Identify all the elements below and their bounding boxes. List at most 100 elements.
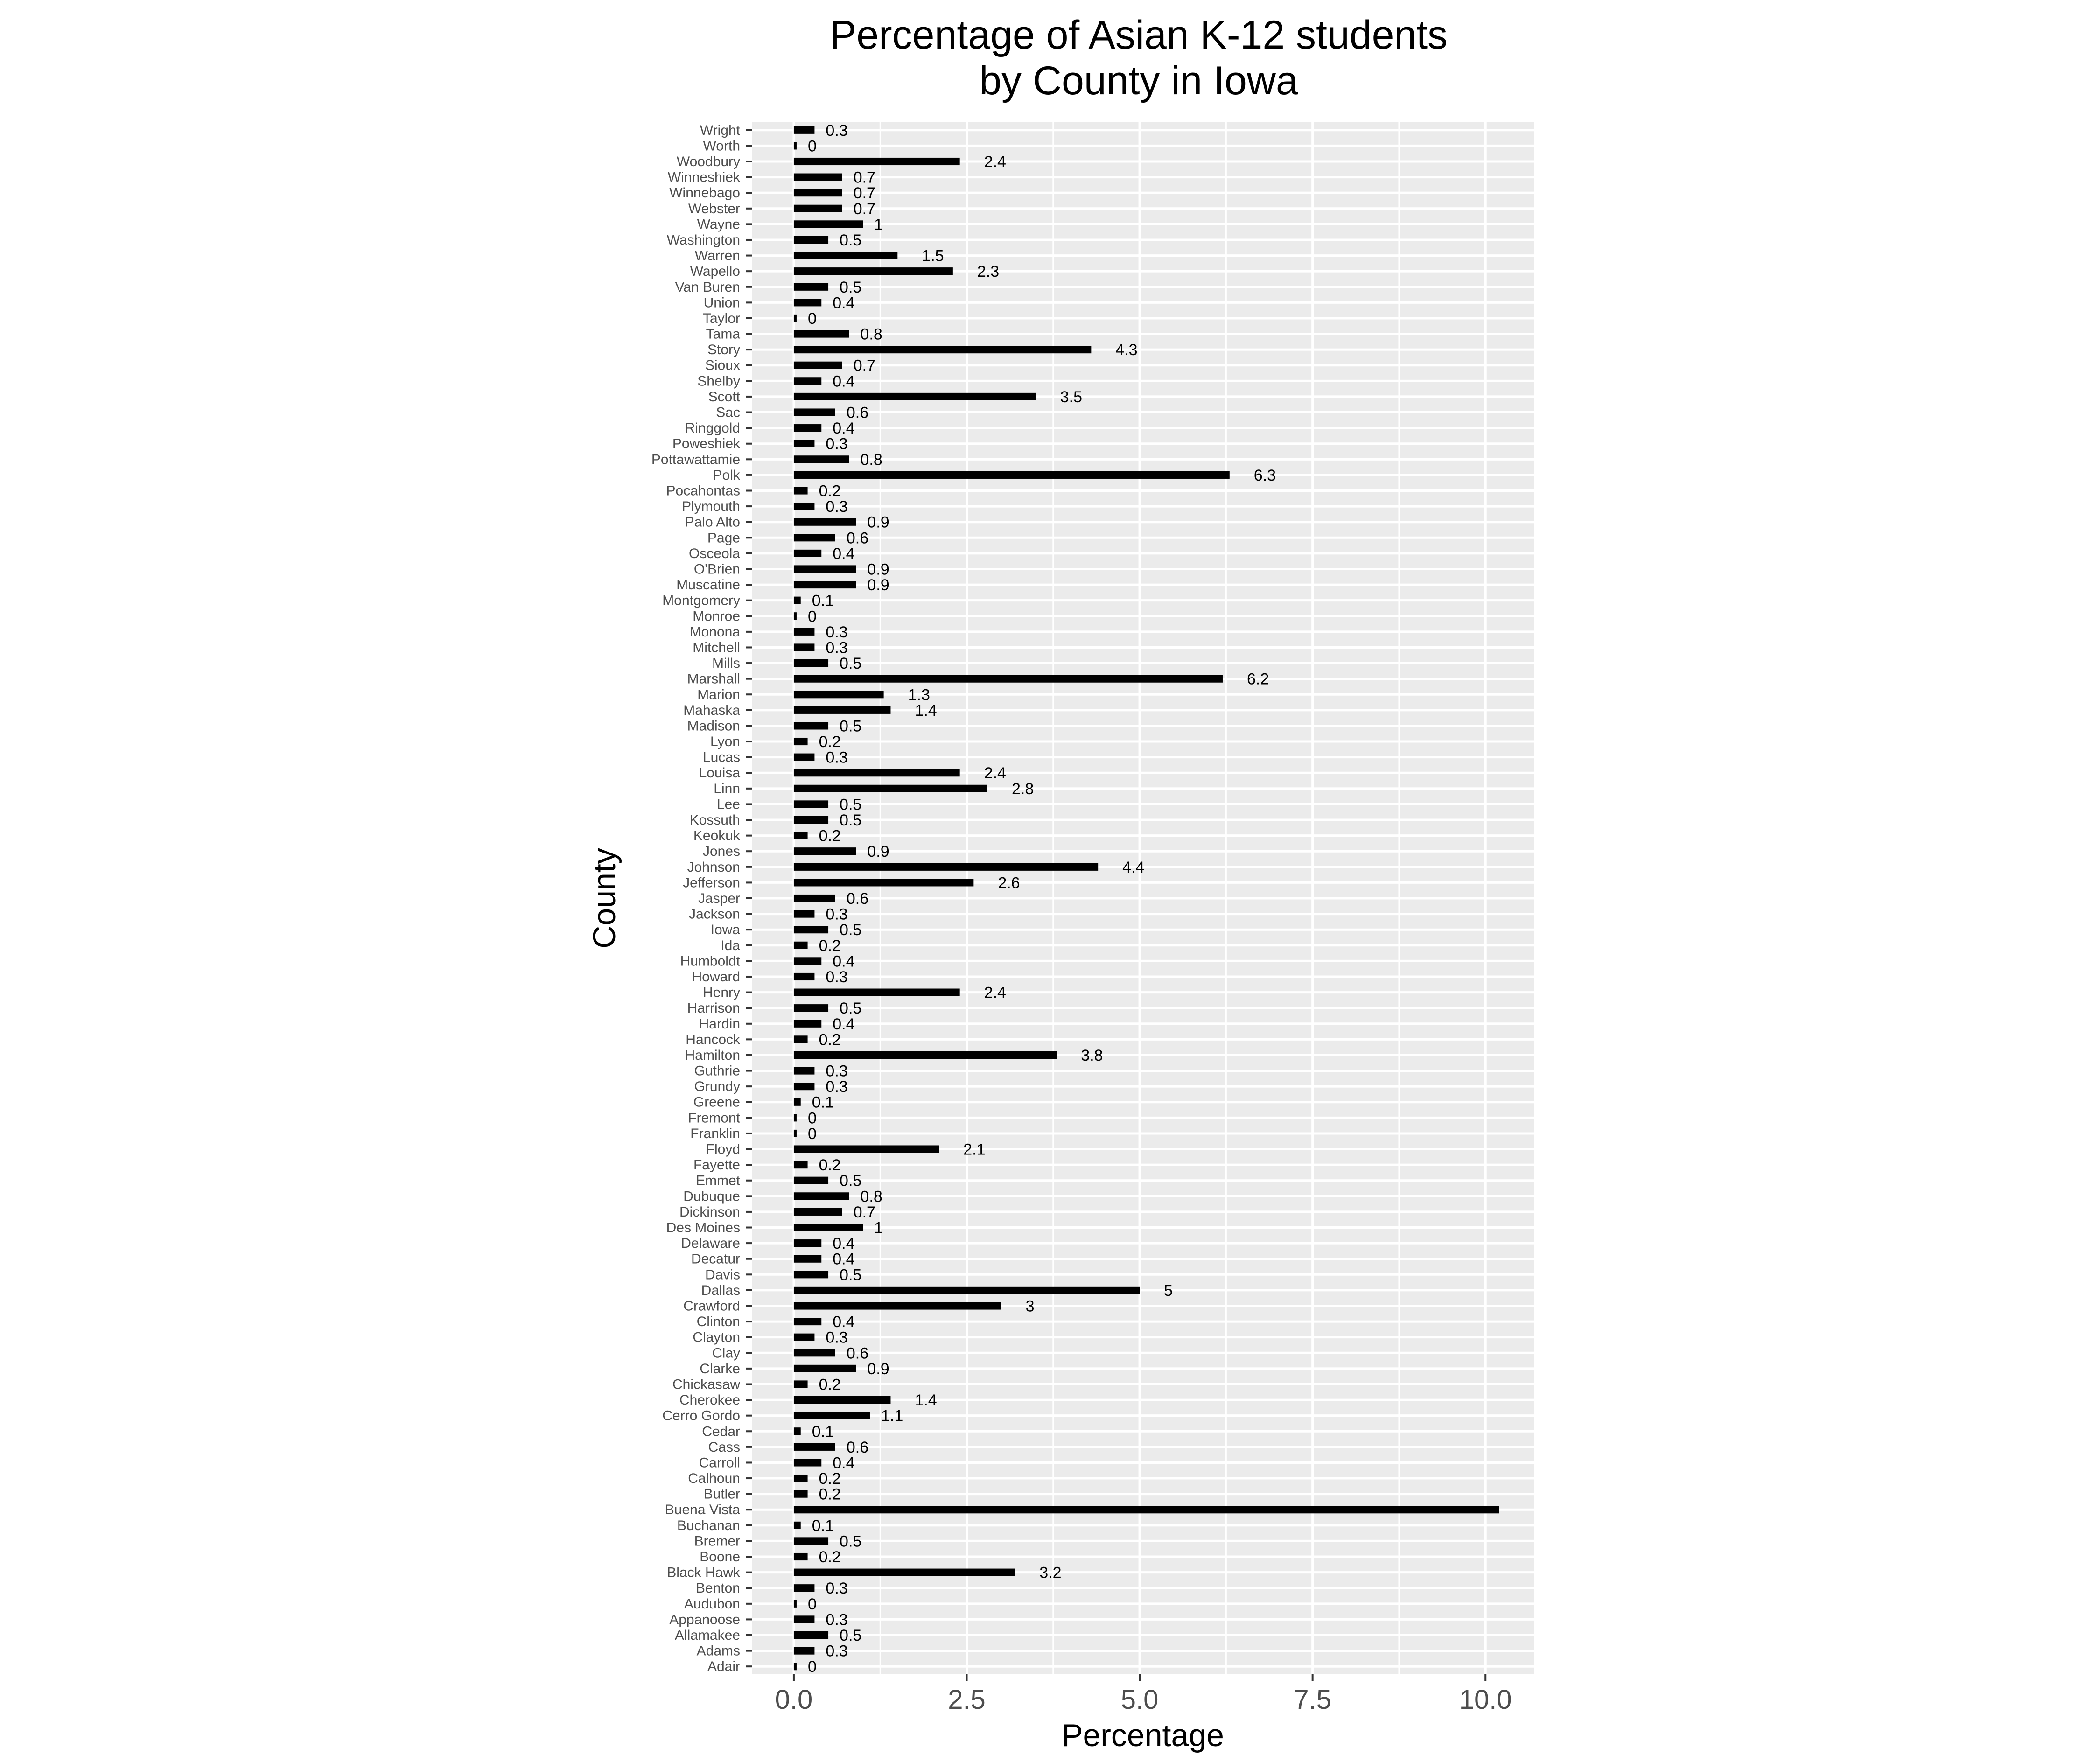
data-label: 0.9	[867, 576, 889, 594]
y-tick-label: Harrison	[687, 1000, 740, 1016]
data-label: 5	[1164, 1282, 1173, 1300]
data-label: 0.2	[819, 482, 841, 500]
y-tick-label: Monroe	[693, 608, 740, 624]
y-tick-label: Webster	[688, 201, 740, 217]
data-label: 0	[808, 310, 817, 328]
bar	[793, 722, 829, 730]
bar	[793, 518, 856, 526]
chart-title-line-1: Percentage of Asian K-12 students	[830, 13, 1448, 57]
bar	[793, 1192, 849, 1200]
bar	[793, 863, 1099, 871]
bar	[793, 706, 891, 714]
y-tick-label: Sioux	[705, 358, 740, 373]
data-label: 0	[808, 137, 817, 155]
bar	[793, 534, 835, 542]
bar	[793, 879, 974, 887]
y-tick-label: Humboldt	[680, 953, 741, 969]
y-tick-label: Calhoun	[688, 1471, 740, 1486]
x-axis: 0.0 2.5 5.0 7.5 10.0	[775, 1674, 1512, 1715]
bar	[793, 252, 898, 259]
y-tick-label: Keokuk	[693, 828, 741, 844]
data-label: 0.3	[826, 1611, 847, 1629]
data-label: 0.7	[854, 1203, 875, 1221]
y-tick-label: Monona	[690, 624, 741, 640]
chart-title-line-2: by County in Iowa	[979, 58, 1298, 103]
y-tick-label: Allamakee	[675, 1628, 740, 1643]
data-label: 4.3	[1115, 341, 1137, 359]
bar	[793, 189, 842, 197]
y-tick-label: Hancock	[686, 1032, 741, 1047]
data-label: 0	[808, 1595, 817, 1613]
y-tick-label: Wright	[700, 123, 741, 138]
y-tick-label: Floyd	[706, 1142, 740, 1157]
data-label: 0.6	[847, 890, 868, 908]
bar	[793, 1364, 856, 1372]
y-tick-label: Buchanan	[677, 1518, 740, 1533]
y-tick-label: Audubon	[684, 1596, 740, 1612]
bar	[793, 392, 1036, 400]
bar	[793, 832, 808, 839]
y-tick-label: Kossuth	[690, 812, 740, 828]
y-tick-label: Polk	[713, 468, 741, 483]
y-tick-label: Tama	[706, 327, 741, 342]
data-label: 1	[874, 216, 883, 233]
data-label: 0.2	[819, 733, 841, 751]
y-tick-label: Fremont	[688, 1110, 740, 1126]
bar	[793, 1521, 801, 1529]
data-label: 1.5	[922, 247, 944, 265]
data-label: 0.4	[833, 420, 854, 437]
data-label: 0.5	[840, 717, 861, 735]
bar	[793, 377, 822, 385]
data-label: 3.5	[1060, 388, 1082, 406]
y-tick-label: Greene	[693, 1095, 740, 1110]
bar	[793, 1333, 815, 1341]
bar	[793, 1145, 939, 1153]
y-axis-title: County	[587, 848, 622, 948]
y-tick-label: Sac	[716, 405, 740, 420]
y-tick-label: Madison	[687, 718, 740, 734]
data-label: 0.5	[840, 231, 861, 249]
bar	[793, 1114, 797, 1122]
bar	[793, 455, 849, 463]
data-label: 0.3	[826, 1580, 847, 1597]
bar	[793, 204, 842, 212]
data-label: 0.8	[861, 451, 882, 468]
data-label: 0	[808, 1658, 817, 1676]
data-label: 0.3	[826, 1078, 847, 1096]
bar	[793, 1318, 822, 1326]
data-label: 0.7	[854, 357, 875, 375]
y-tick-label: Lucas	[703, 750, 740, 765]
data-label: 0.5	[840, 1172, 861, 1190]
y-tick-label: Davis	[705, 1267, 740, 1282]
y-tick-label: Shelby	[697, 373, 740, 389]
y-tick-label: Decatur	[691, 1252, 740, 1267]
bar	[793, 1161, 808, 1169]
bar	[793, 847, 856, 855]
bar	[793, 581, 856, 589]
bar	[793, 1098, 801, 1106]
y-tick-label: Henry	[703, 985, 740, 1000]
x-tick-label: 0.0	[775, 1685, 813, 1715]
data-label: 0.5	[840, 1266, 861, 1284]
data-label: 0	[808, 1109, 817, 1127]
y-tick-label: Poweshiek	[672, 436, 741, 452]
y-tick-label: Lyon	[710, 734, 740, 749]
y-tick-label: Adair	[707, 1659, 740, 1674]
bars	[793, 126, 1499, 1671]
data-label: 0.3	[826, 749, 847, 767]
data-label: 4.4	[1122, 859, 1144, 876]
bar	[793, 1067, 815, 1075]
data-label: 0.4	[833, 1251, 854, 1268]
y-tick-label: Muscatine	[676, 577, 740, 593]
data-label: 0	[808, 608, 817, 625]
bar	[793, 957, 822, 965]
y-tick-label: Cass	[708, 1440, 740, 1455]
data-label: 3.2	[1039, 1564, 1061, 1582]
y-tick-label: Guthrie	[694, 1063, 740, 1079]
data-label: 0.7	[854, 169, 875, 187]
bar	[793, 1004, 829, 1012]
bar	[793, 1537, 829, 1545]
data-label: 2.6	[998, 874, 1020, 892]
y-tick-label: Winnebago	[669, 185, 740, 201]
y-tick-label: Butler	[704, 1487, 740, 1502]
